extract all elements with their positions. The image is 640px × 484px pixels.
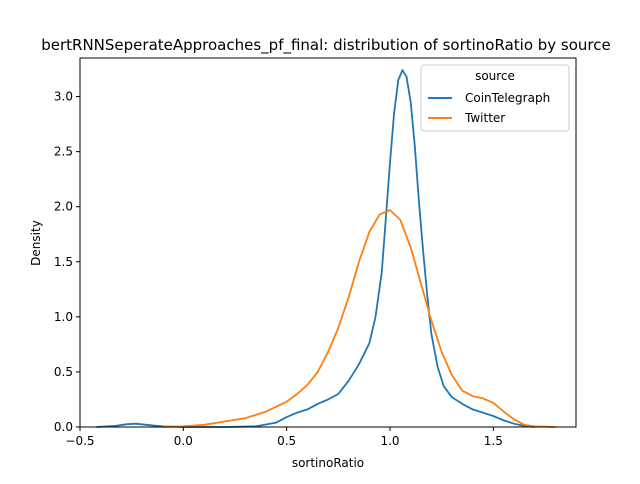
x-axis: −0.5 0.0 0.5 1.0 1.5	[65, 427, 503, 448]
legend-label-cointelegraph: CoinTelegraph	[465, 91, 550, 105]
series-line-twitter	[162, 209, 556, 428]
y-axis: 0.0 0.5 1.0 1.5 2.0 2.5 3.0	[54, 90, 80, 434]
plot-frame	[79, 57, 577, 428]
y-tick-label: 2.0	[54, 200, 73, 214]
legend: source CoinTelegraph Twitter	[420, 64, 570, 132]
x-tick-label: −0.5	[65, 434, 94, 448]
y-tick-label: 2.5	[54, 145, 73, 159]
y-tick-label: 1.5	[54, 255, 73, 269]
y-tick-label: 0.0	[54, 420, 73, 434]
y-tick-label: 0.5	[54, 365, 73, 379]
x-tick-label: 0.0	[174, 434, 193, 448]
legend-label-twitter: Twitter	[464, 111, 505, 125]
legend-box	[420, 64, 570, 132]
chart-title: bertRNNSeperateApproaches_pf_final: dist…	[41, 36, 611, 55]
y-tick-label: 1.0	[54, 310, 73, 324]
x-tick-label: 1.5	[484, 434, 503, 448]
y-axis-label: Density	[29, 220, 43, 266]
x-tick-label: 1.0	[380, 434, 399, 448]
y-tick-label: 3.0	[54, 90, 73, 104]
legend-title: source	[475, 69, 515, 83]
x-tick-label: 0.5	[277, 434, 296, 448]
x-axis-label: sortinoRatio	[292, 456, 364, 470]
